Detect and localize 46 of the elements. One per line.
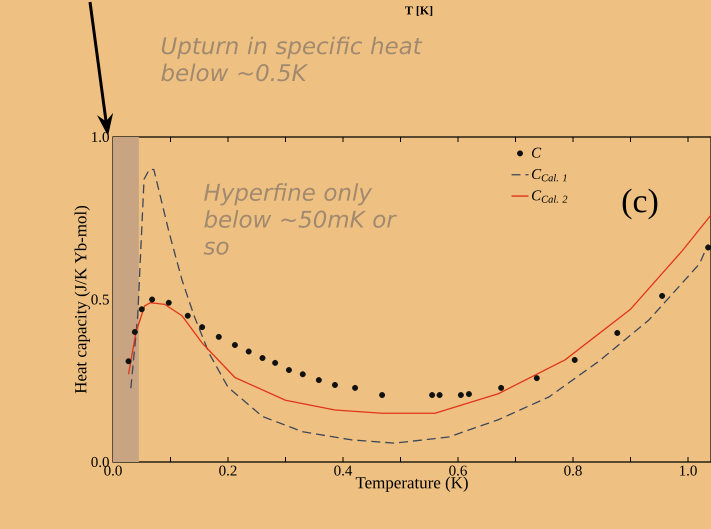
y-tick-label: 1.0: [92, 132, 109, 142]
point: [199, 324, 206, 330]
x-tick-label: 0.2: [219, 466, 237, 476]
point: [272, 360, 278, 366]
point: [458, 392, 464, 398]
point: [216, 334, 222, 340]
point: [498, 384, 504, 391]
point: [352, 384, 358, 391]
annotation: Hyperfine only below ~50mK or so: [204, 183, 397, 255]
point: [572, 356, 578, 363]
point: [184, 312, 191, 319]
y-tick-label: 0.5: [91, 294, 109, 305]
point: [126, 358, 132, 364]
point: [466, 391, 472, 398]
point: [286, 367, 292, 374]
point: [332, 382, 338, 388]
legend-label: C$_{Cal. 1}$: [532, 169, 566, 182]
point: [429, 392, 436, 398]
point: [705, 244, 711, 250]
x-tick-label: 0.0: [104, 466, 122, 476]
y-tick-label: 0.0: [91, 456, 109, 468]
point: [534, 375, 540, 382]
point: [132, 329, 138, 335]
text: T [K]: [405, 6, 432, 16]
point: [436, 392, 443, 398]
point: [379, 392, 386, 398]
annotation: (c): [622, 188, 658, 220]
x-tick-label: 0.8: [564, 466, 582, 476]
point: [614, 330, 620, 336]
x-tick-label: 1.0: [680, 466, 697, 476]
point: [138, 306, 145, 312]
x-axis-title: Temperature (K): [356, 476, 468, 492]
legend-label: C$_{Cal. 2}$: [532, 190, 568, 203]
legend-label: C: [532, 148, 542, 158]
point: [166, 300, 172, 306]
point: [232, 342, 238, 348]
point: [149, 296, 156, 302]
point: [659, 292, 666, 299]
point: [246, 348, 252, 354]
point: [260, 355, 266, 361]
x-tick-label: 0.4: [334, 466, 352, 476]
y-axis-title: Heat capacity (J/K Yb-mol): [74, 206, 90, 394]
point: [316, 377, 322, 384]
text: Upturn in specific heat below ~0.5K: [161, 36, 422, 82]
x-tick-label: 0.6: [449, 466, 467, 476]
point: [300, 371, 306, 378]
